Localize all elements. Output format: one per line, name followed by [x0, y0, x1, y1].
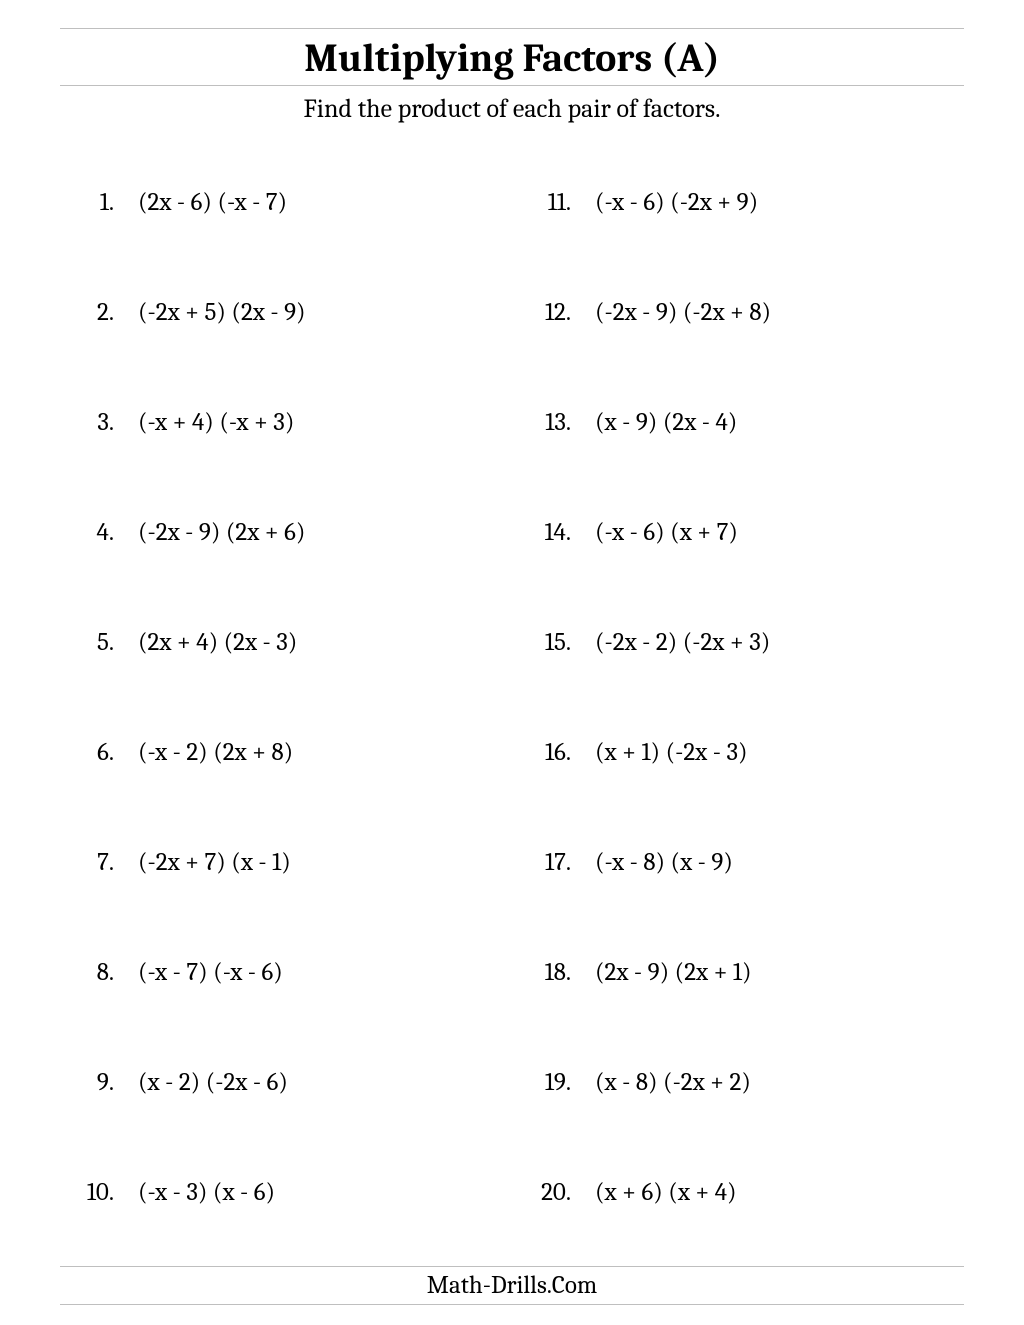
title-container: Multiplying Factors (A): [60, 28, 964, 86]
problem-number: 1.: [80, 190, 138, 215]
problem-number: 7.: [80, 850, 138, 875]
problem-expression: (-x - 6) (-2x + 9): [595, 190, 758, 215]
problem-number: 6.: [80, 740, 138, 765]
problem-expression: (x - 8) (-2x + 2): [595, 1070, 751, 1095]
problem-row: 10.(-x - 3) (x - 6): [80, 1180, 507, 1206]
problem-number: 4.: [80, 520, 138, 545]
problem-row: 2.(-2x + 5) (2x - 9): [80, 300, 507, 326]
problem-number: 3.: [80, 410, 138, 435]
problem-expression: (-x - 7) (-x - 6): [138, 960, 283, 985]
problem-row: 8.(-x - 7) (-x - 6): [80, 960, 507, 986]
problem-expression: (2x - 6) (-x - 7): [138, 190, 287, 215]
problem-expression: (-2x + 7) (x - 1): [138, 850, 291, 875]
problem-row: 5.(2x + 4) (2x - 3): [80, 630, 507, 656]
problem-row: 6.(-x - 2) (2x + 8): [80, 740, 507, 766]
problem-expression: (x + 1) (-2x - 3): [595, 740, 748, 765]
problem-row: 20.(x + 6) (x + 4): [507, 1180, 934, 1206]
problem-expression: (x - 2) (-2x - 6): [138, 1070, 288, 1095]
worksheet-instructions: Find the product of each pair of factors…: [60, 94, 964, 124]
worksheet-footer: Math-Drills.Com: [60, 1266, 964, 1305]
problem-number: 8.: [80, 960, 138, 985]
problem-number: 2.: [80, 300, 138, 325]
problem-row: 9.(x - 2) (-2x - 6): [80, 1070, 507, 1096]
problem-row: 15.(-2x - 2) (-2x + 3): [507, 630, 934, 656]
problem-expression: (-x + 4) (-x + 3): [138, 410, 294, 435]
problem-expression: (-x - 3) (x - 6): [138, 1180, 275, 1205]
problem-number: 12.: [507, 300, 595, 325]
problem-expression: (-2x + 5) (2x - 9): [138, 300, 306, 325]
problem-expression: (-x - 6) (x + 7): [595, 520, 738, 545]
problems-container: 1.(2x - 6) (-x - 7) 2.(-2x + 5) (2x - 9)…: [60, 190, 964, 1206]
problem-number: 10.: [80, 1180, 138, 1205]
problem-row: 4.(-2x - 9) (2x + 6): [80, 520, 507, 546]
problem-expression: (-2x - 9) (2x + 6): [138, 520, 305, 545]
problem-number: 17.: [507, 850, 595, 875]
problem-expression: (2x + 4) (2x - 3): [138, 630, 297, 655]
problem-row: 19.(x - 8) (-2x + 2): [507, 1070, 934, 1096]
problem-number: 9.: [80, 1070, 138, 1095]
problem-number: 13.: [507, 410, 595, 435]
problem-expression: (2x - 9) (2x + 1): [595, 960, 752, 985]
problem-row: 1.(2x - 6) (-x - 7): [80, 190, 507, 216]
problem-expression: (-2x - 9) (-2x + 8): [595, 300, 771, 325]
problem-number: 16.: [507, 740, 595, 765]
problem-row: 12.(-2x - 9) (-2x + 8): [507, 300, 934, 326]
problem-expression: (x + 6) (x + 4): [595, 1180, 737, 1205]
problem-expression: (-x - 2) (2x + 8): [138, 740, 293, 765]
problem-number: 15.: [507, 630, 595, 655]
problem-row: 17.(-x - 8) (x - 9): [507, 850, 934, 876]
problem-number: 11.: [507, 190, 595, 215]
problem-row: 16.(x + 1) (-2x - 3): [507, 740, 934, 766]
problem-row: 18.(2x - 9) (2x + 1): [507, 960, 934, 986]
problem-row: 7.(-2x + 7) (x - 1): [80, 850, 507, 876]
problem-number: 18.: [507, 960, 595, 985]
problems-column-left: 1.(2x - 6) (-x - 7) 2.(-2x + 5) (2x - 9)…: [80, 190, 507, 1206]
problem-number: 14.: [507, 520, 595, 545]
problem-row: 11.(-x - 6) (-2x + 9): [507, 190, 934, 216]
problems-column-right: 11.(-x - 6) (-2x + 9) 12.(-2x - 9) (-2x …: [507, 190, 934, 1206]
problem-expression: (x - 9) (2x - 4): [595, 410, 737, 435]
problem-expression: (-x - 8) (x - 9): [595, 850, 733, 875]
problem-expression: (-2x - 2) (-2x + 3): [595, 630, 770, 655]
worksheet-title: Multiplying Factors (A): [60, 35, 964, 81]
problem-number: 19.: [507, 1070, 595, 1095]
problem-row: 14.(-x - 6) (x + 7): [507, 520, 934, 546]
problem-number: 20.: [507, 1180, 595, 1205]
problem-row: 13.(x - 9) (2x - 4): [507, 410, 934, 436]
problem-row: 3.(-x + 4) (-x + 3): [80, 410, 507, 436]
problem-number: 5.: [80, 630, 138, 655]
